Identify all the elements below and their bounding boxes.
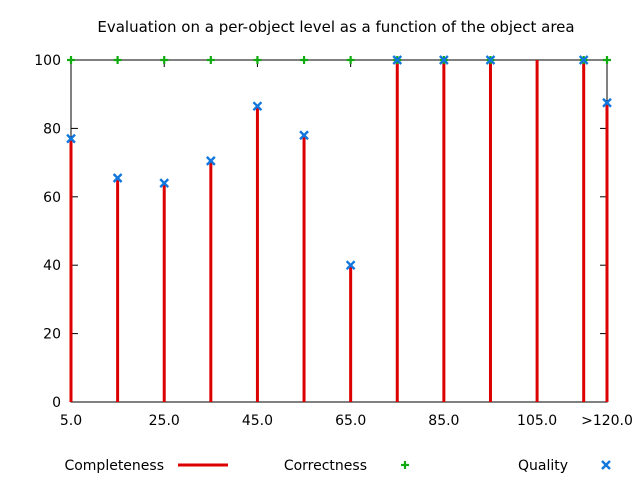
axes <box>70 59 608 403</box>
x-tick-label: 105.0 <box>517 413 557 429</box>
ticks: 0 20 40 60 80 100 5.0 25.0 45.0 65.0 85.0 105.0 >120… <box>34 53 633 429</box>
quality-point <box>439 55 449 65</box>
legend-label-quality: Quality <box>518 458 568 474</box>
quality-point <box>392 55 403 65</box>
x-tick-label: 65.0 <box>335 413 366 429</box>
legend: Completeness Correctness Quality <box>64 458 611 474</box>
correctness-point <box>206 56 215 64</box>
y-tick-label: 0 <box>52 395 61 411</box>
quality-point <box>252 101 263 112</box>
quality-point <box>299 130 309 141</box>
quality-point <box>205 156 216 166</box>
plot-frame <box>70 59 608 403</box>
x-tick-label: 25.0 <box>149 413 180 429</box>
legend-swatch-correctness <box>401 461 409 469</box>
x-tick-label: 5.0 <box>60 413 82 429</box>
quality-point <box>66 133 76 144</box>
correctness-point <box>253 56 262 64</box>
correctness-point <box>67 56 75 64</box>
quality-point <box>602 97 612 108</box>
y-tick-label: 80 <box>43 121 61 137</box>
chart-title: Evaluation on a per-object level as a fu… <box>97 18 574 36</box>
y-tick-label: 100 <box>34 53 61 69</box>
completeness-series <box>69 60 609 402</box>
x-tick-label: 85.0 <box>428 413 459 429</box>
quality-point <box>345 260 356 271</box>
x-tick-label: >120.0 <box>581 413 633 429</box>
legend-label-correctness: Correctness <box>284 458 367 474</box>
legend-label-completeness: Completeness <box>64 458 164 474</box>
quality-series <box>66 55 612 271</box>
x-tick-label: 45.0 <box>242 413 273 429</box>
legend-swatch-quality <box>601 460 611 470</box>
quality-point <box>112 173 123 183</box>
quality-point <box>485 55 496 65</box>
y-tick-label: 20 <box>43 327 61 343</box>
y-tick-label: 40 <box>43 258 61 274</box>
correctness-point <box>346 56 355 64</box>
correctness-point <box>113 56 122 64</box>
correctness-point <box>603 56 611 64</box>
quality-point <box>578 55 589 65</box>
correctness-point <box>160 56 169 64</box>
quality-point <box>159 178 170 188</box>
correctness-point <box>300 56 309 64</box>
y-tick-label: 60 <box>43 190 61 206</box>
correctness-series <box>67 56 611 64</box>
